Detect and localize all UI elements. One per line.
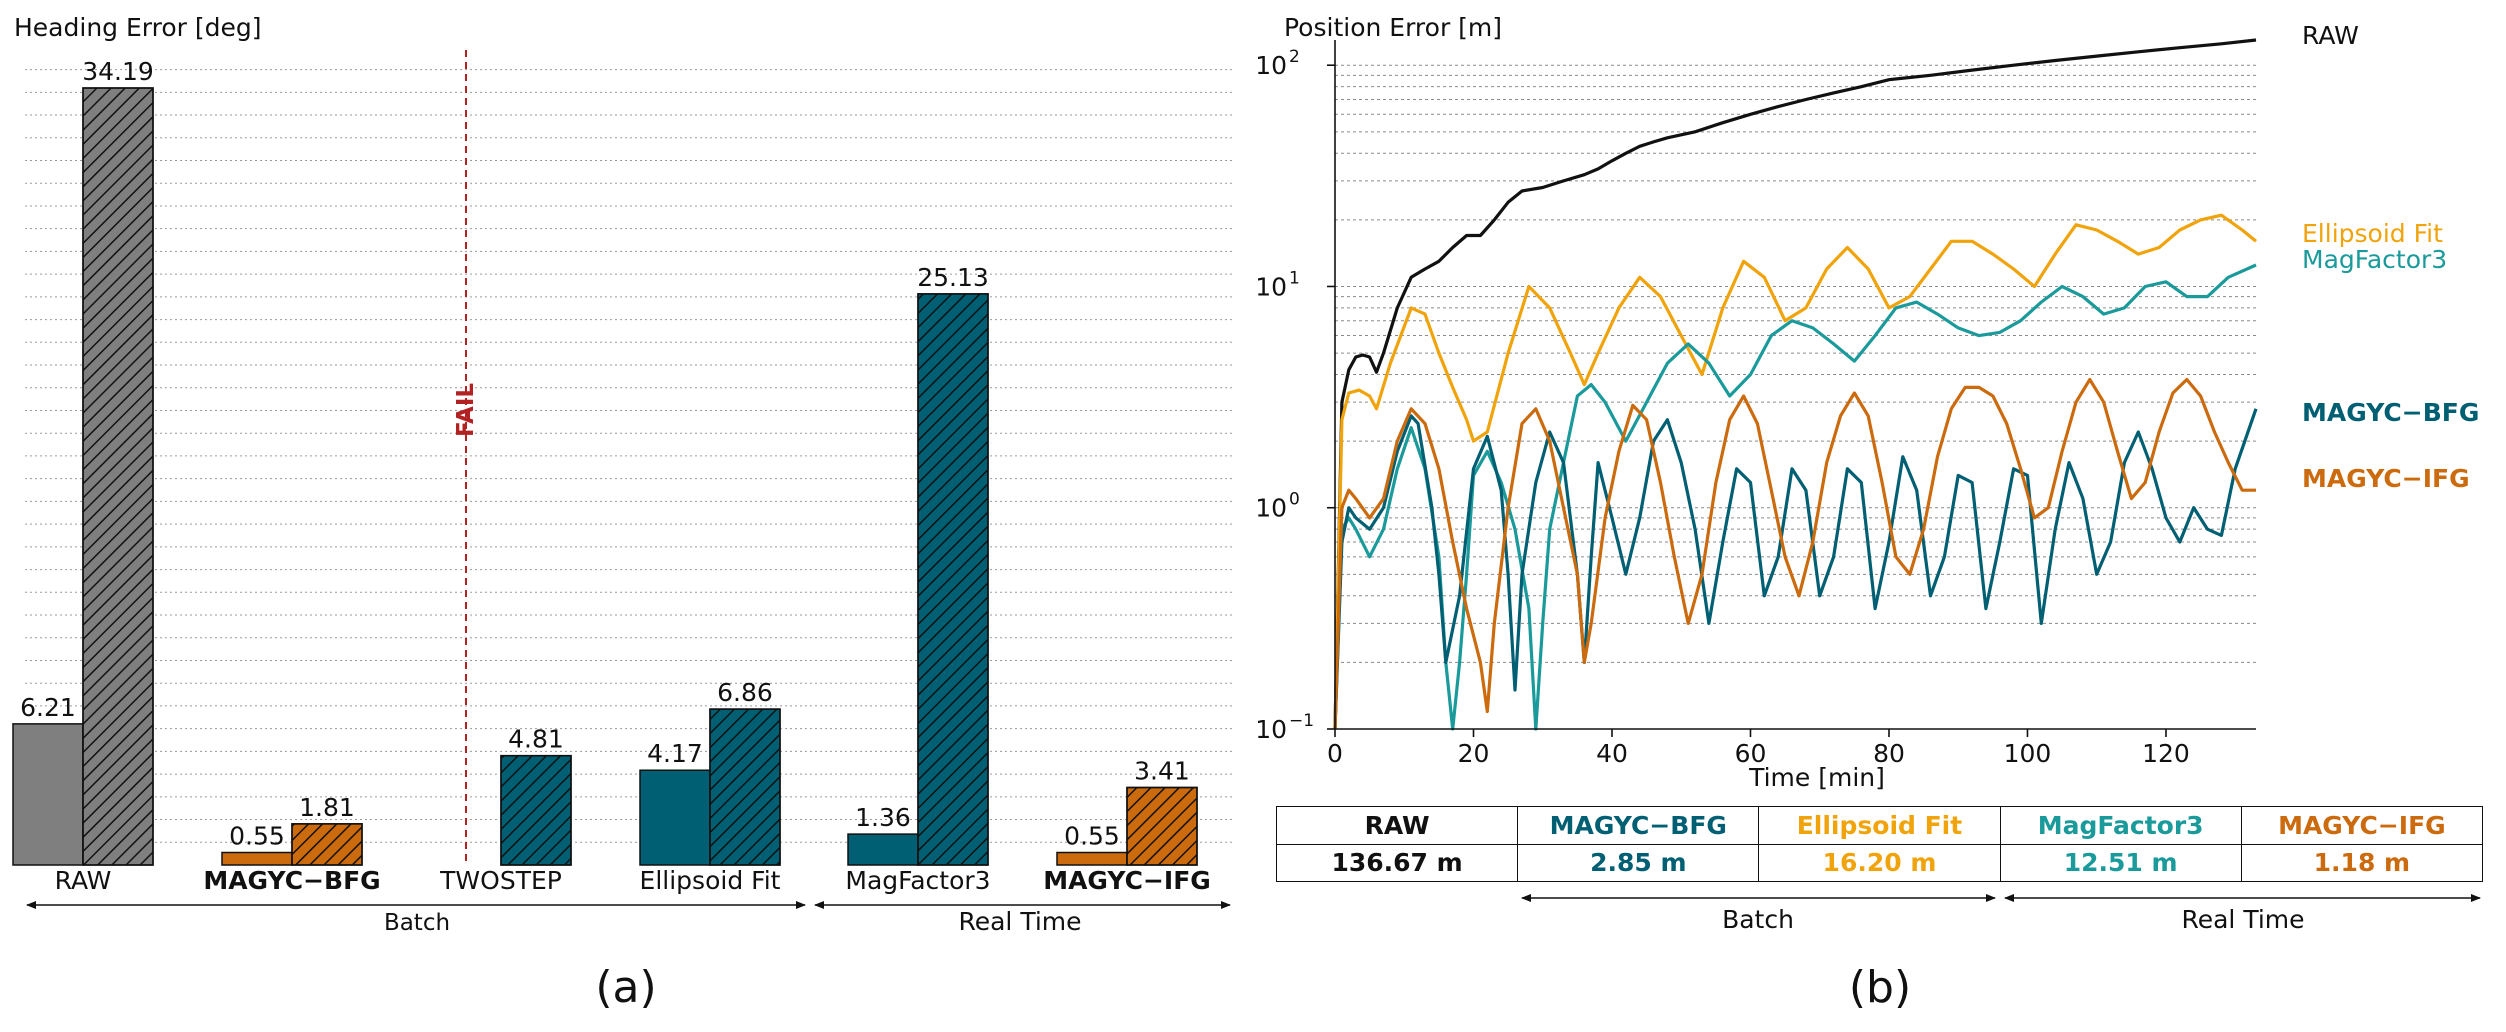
bar-hatch-overlay: [709, 708, 781, 866]
bar-plain: [1056, 851, 1128, 866]
panel-b-gridlines: [1335, 64, 2256, 663]
y-tick-exponent: −1: [1289, 711, 1314, 731]
position-error-axis-label: Position Error [m]: [1284, 13, 1502, 42]
y-tick-base: 10: [1255, 715, 1287, 744]
category-label: MagFactor3: [845, 866, 990, 895]
bar-value-label: 4.81: [508, 725, 564, 754]
bar-plain: [221, 851, 293, 866]
bar-value-label: 0.55: [1064, 822, 1120, 851]
category-label: MAGYC−IFG: [1043, 866, 1211, 895]
panel-a-bars: 6.21 34.19 0.55 1.81 4.81 4.17 6.86 1.36 25.13 0.…: [12, 57, 1198, 866]
bar-plain: [639, 769, 711, 866]
bar-hatch-overlay: [82, 87, 154, 866]
panel-b-caption: (b): [1849, 962, 1911, 1013]
bar-value-label: 6.21: [20, 693, 76, 722]
table-header-ellipsoid-fit: Ellipsoid Fit: [1758, 806, 2001, 845]
x-tick-label: 40: [1596, 739, 1628, 768]
bar-hatch-overlay: [291, 823, 363, 866]
table-header-magyc-bfg: MAGYC−BFG: [1517, 806, 1760, 845]
table-value-magyc-bfg: 2.85 m: [1517, 843, 1760, 882]
table-value-raw: 136.67 m: [1275, 843, 1519, 882]
bar-value-label: 1.36: [855, 803, 911, 832]
heading-error-axis-label: Heading Error [deg]: [14, 13, 262, 42]
bar-value-label: 1.81: [299, 793, 355, 822]
final-error-header-row: RAW MAGYC−BFG Ellipsoid Fit MagFactor3 M…: [1275, 806, 2484, 845]
series-label: MAGYC−BFG: [2302, 398, 2479, 427]
table-value-magyc-ifg: 1.18 m: [2240, 843, 2484, 882]
series-line: [1333, 377, 2256, 730]
category-label: RAW: [55, 866, 112, 895]
fail-annotation: FAIL: [453, 383, 479, 437]
bar-value-label: 25.13: [917, 263, 989, 292]
x-tick-label: 80: [1873, 739, 1905, 768]
bar-value-label: 6.86: [717, 678, 773, 707]
series-line: [1333, 408, 2258, 730]
bar-hatch-overlay: [917, 293, 989, 866]
bar-plain: [12, 723, 84, 866]
y-tick-exponent: 1: [1289, 268, 1300, 288]
table-value-magfactor3: 12.51 m: [1999, 843, 2242, 882]
bar-hatch-overlay: [500, 754, 572, 866]
x-tick-label: 60: [1735, 739, 1767, 768]
panel-b-realtime-label: Real Time: [2181, 905, 2304, 934]
table-header-magyc-ifg: MAGYC−IFG: [2240, 806, 2484, 845]
category-label: MAGYC−BFG: [203, 866, 380, 895]
category-label: TWOSTEP: [439, 866, 562, 895]
bar-value-label: 34.19: [82, 57, 154, 86]
bar-hatch-overlay: [1126, 786, 1198, 866]
bar-value-label: 0.55: [229, 822, 285, 851]
bar-value-label: 4.17: [647, 739, 703, 768]
x-tick-label: 120: [2142, 739, 2190, 768]
panel-a-category-labels: RAW MAGYC−BFG TWOSTEP Ellipsoid Fit MagFacto…: [55, 866, 1211, 895]
panel-b-xlabel: Time [min]: [1748, 763, 1885, 792]
series-label: Ellipsoid Fit: [2302, 219, 2443, 248]
category-label: Ellipsoid Fit: [640, 866, 781, 895]
y-tick-base: 10: [1255, 51, 1287, 80]
panel-a-gridlines: [25, 69, 1232, 843]
series-line: [1333, 38, 2257, 730]
panel-b-lines: [1333, 38, 2258, 731]
series-label: RAW: [2302, 21, 2359, 50]
bar-plain: [847, 833, 919, 866]
final-error-table: RAW MAGYC−BFG Ellipsoid Fit MagFactor3 M…: [1275, 806, 2484, 882]
x-tick-label: 100: [2004, 739, 2052, 768]
x-tick-label: 0: [1327, 739, 1343, 768]
y-tick-exponent: 0: [1289, 490, 1300, 510]
y-tick-base: 10: [1255, 272, 1287, 301]
y-tick-exponent: 2: [1289, 47, 1300, 67]
panel-a-caption: (a): [595, 962, 656, 1013]
table-value-ellipsoid-fit: 16.20 m: [1758, 843, 2001, 882]
series-line: [1333, 213, 2258, 730]
table-header-magfactor3: MagFactor3: [1999, 806, 2242, 845]
final-error-value-row: 136.67 m 2.85 m 16.20 m 12.51 m 1.18 m: [1275, 843, 2484, 882]
series-label: MagFactor3: [2302, 245, 2447, 274]
panel-a-batch-label: Batch: [384, 910, 450, 936]
bar-value-label: 3.41: [1134, 757, 1190, 786]
y-tick-base: 10: [1255, 494, 1287, 523]
panel-a-realtime-label: Real Time: [958, 907, 1081, 936]
series-label: MAGYC−IFG: [2302, 464, 2470, 493]
panel-b-batch-label: Batch: [1722, 905, 1794, 934]
table-header-raw: RAW: [1275, 806, 1519, 845]
x-tick-label: 20: [1458, 739, 1490, 768]
